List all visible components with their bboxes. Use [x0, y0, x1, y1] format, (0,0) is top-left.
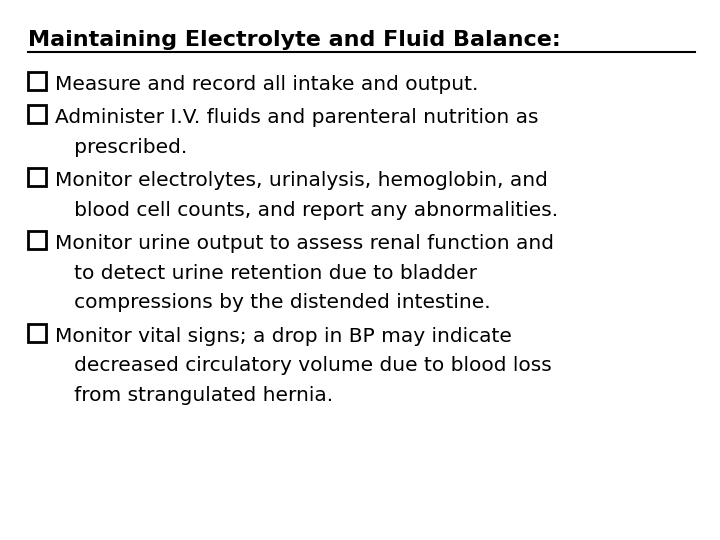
- Text: Measure and record all intake and output.: Measure and record all intake and output…: [55, 75, 478, 94]
- Bar: [28, 168, 46, 186]
- Text: to detect urine retention due to bladder: to detect urine retention due to bladder: [55, 264, 477, 283]
- Text: Monitor vital signs; a drop in BP may indicate: Monitor vital signs; a drop in BP may in…: [55, 327, 512, 346]
- Text: Administer I.V. fluids and parenteral nutrition as: Administer I.V. fluids and parenteral nu…: [55, 109, 539, 127]
- Text: from strangulated hernia.: from strangulated hernia.: [55, 386, 333, 405]
- Bar: [28, 231, 46, 249]
- Text: blood cell counts, and report any abnormalities.: blood cell counts, and report any abnorm…: [55, 201, 558, 220]
- Text: Maintaining Electrolyte and Fluid Balance:: Maintaining Electrolyte and Fluid Balanc…: [28, 30, 561, 50]
- Bar: [28, 105, 46, 123]
- Text: decreased circulatory volume due to blood loss: decreased circulatory volume due to bloo…: [55, 356, 552, 375]
- Text: Monitor electrolytes, urinalysis, hemoglobin, and: Monitor electrolytes, urinalysis, hemogl…: [55, 172, 548, 191]
- Text: Monitor urine output to assess renal function and: Monitor urine output to assess renal fun…: [55, 234, 554, 253]
- Text: compressions by the distended intestine.: compressions by the distended intestine.: [55, 294, 490, 313]
- Text: prescribed.: prescribed.: [55, 138, 187, 157]
- Bar: [28, 72, 46, 90]
- Bar: [28, 324, 46, 342]
